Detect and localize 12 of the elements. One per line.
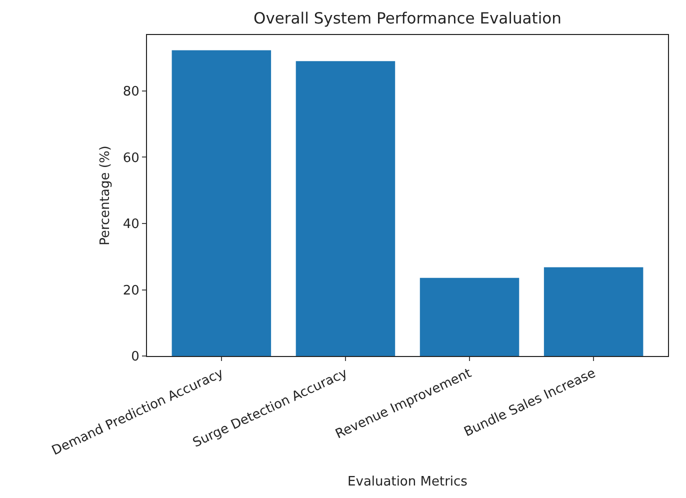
bar <box>544 267 644 356</box>
y-tick-label: 60 <box>122 150 140 166</box>
x-axis-title: Evaluation Metrics <box>348 474 468 490</box>
y-axis-title: Percentage (%) <box>98 146 113 246</box>
bar <box>296 61 396 356</box>
y-tick-label: 80 <box>122 84 140 100</box>
y-tick-label: 20 <box>122 283 140 298</box>
y-tick-label: 0 <box>131 350 140 365</box>
chart-title: Overall System Performance Evaluation <box>254 9 562 28</box>
y-tick-label: 40 <box>122 217 140 232</box>
bar <box>172 50 272 356</box>
bar <box>420 278 520 356</box>
